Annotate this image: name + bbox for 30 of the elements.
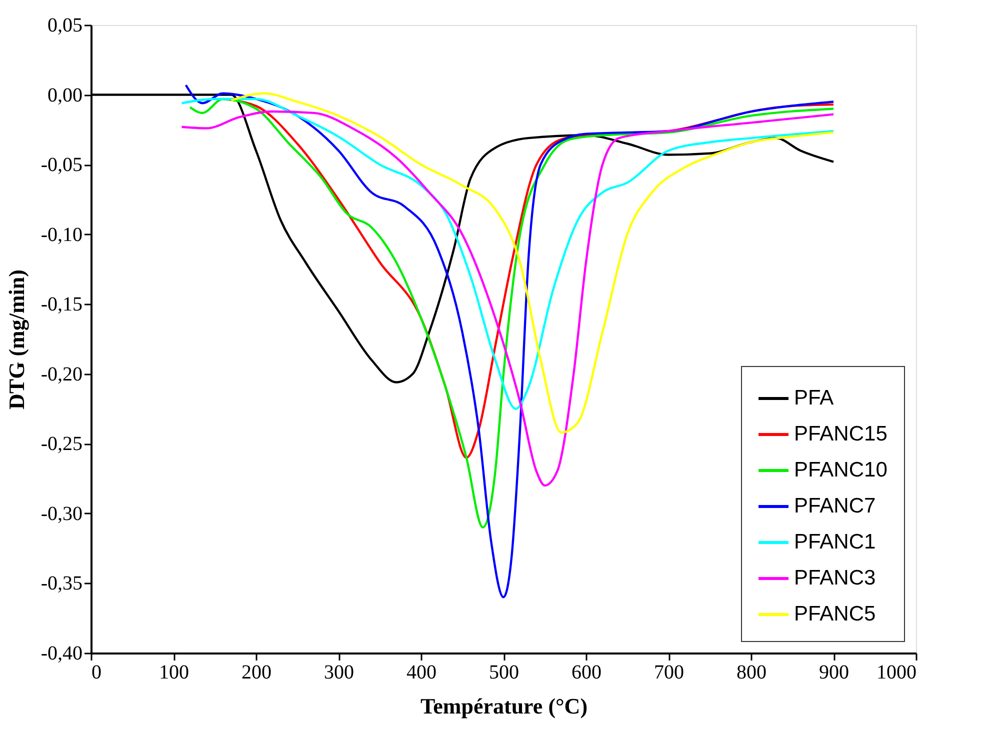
legend-label: PFANC10 <box>794 458 888 482</box>
legend-label: PFA <box>794 386 834 410</box>
x-tick-label: 300 <box>324 662 354 684</box>
x-tick-label: 800 <box>736 662 766 684</box>
legend-label: PFANC7 <box>794 494 876 518</box>
x-tick-label: 700 <box>654 662 684 684</box>
x-tick-label: 0 <box>92 662 102 684</box>
y-tick-label: -0,10 <box>40 224 82 246</box>
x-axis-title: Température (°C) <box>420 694 588 718</box>
x-tick-label: 200 <box>242 662 272 684</box>
y-tick-label: -0,05 <box>40 154 82 176</box>
x-tick-label: 500 <box>489 662 519 684</box>
x-tick-label: 900 <box>819 662 849 684</box>
legend-label: PFANC5 <box>794 602 876 626</box>
y-tick-label: -0,40 <box>40 642 82 664</box>
y-axis-title: DTG (mg/min) <box>4 270 29 410</box>
y-tick-label: 0,05 <box>48 14 82 36</box>
legend-label: PFANC3 <box>794 566 876 590</box>
y-tick-label: -0,15 <box>40 294 82 316</box>
legend-label: PFANC15 <box>794 422 888 446</box>
y-tick-label: 0,00 <box>48 84 82 106</box>
x-tick-label: 600 <box>572 662 602 684</box>
x-tick-label: 1000 <box>876 662 916 684</box>
legend-label: PFANC1 <box>794 530 876 554</box>
y-tick-label: -0,30 <box>40 502 82 525</box>
y-tick-label: -0,35 <box>40 572 82 595</box>
x-tick-label: 400 <box>406 662 436 684</box>
y-tick-label: -0,25 <box>40 433 82 456</box>
y-tick-label: -0,20 <box>40 363 82 386</box>
x-tick-label: 100 <box>159 662 189 684</box>
